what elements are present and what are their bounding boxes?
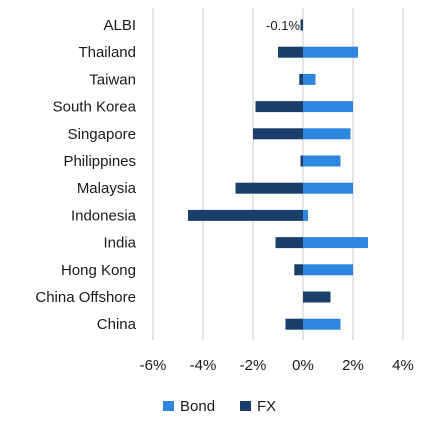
- bar-fx-singapore: [253, 128, 303, 140]
- bar-bond-china: [303, 318, 341, 330]
- bar-fx-china-offshore: [303, 291, 331, 303]
- category-label-china: China: [97, 316, 137, 333]
- bar-bond-malaysia: [303, 182, 353, 194]
- bar-bond-india: [303, 237, 368, 249]
- legend-label-bond: Bond: [180, 398, 215, 415]
- category-label-indonesia: Indonesia: [71, 207, 137, 224]
- bar-fx-india: [275, 237, 303, 249]
- bar-fx-thailand: [278, 46, 303, 58]
- x-tick-label-0: 0%: [292, 357, 314, 374]
- x-tick-label-2: 2%: [342, 357, 364, 374]
- category-label-hong-kong: Hong Kong: [61, 262, 136, 279]
- category-label-malaysia: Malaysia: [77, 180, 137, 197]
- bar-bond-taiwan: [303, 73, 316, 85]
- category-label-taiwan: Taiwan: [89, 71, 136, 88]
- bar-fx-indonesia: [188, 209, 303, 221]
- x-tick-label-2: -2%: [240, 357, 267, 374]
- category-label-thailand: Thailand: [78, 44, 136, 61]
- bar-fx-hong-kong: [294, 264, 303, 276]
- annotation-albi: -0.1%: [266, 18, 300, 33]
- legend-swatch-fx: [240, 401, 251, 411]
- legend-label-fx: FX: [257, 398, 276, 415]
- category-label-china-offshore: China Offshore: [35, 289, 136, 306]
- x-tick-label-6: -6%: [140, 357, 167, 374]
- bar-fx-china: [285, 318, 303, 330]
- annotations: -0.1%: [266, 18, 300, 33]
- x-tick-label-4: -4%: [190, 357, 217, 374]
- bar-bond-south-korea: [303, 101, 353, 113]
- bar-bond-thailand: [303, 46, 358, 58]
- bar-bond-philippines: [303, 155, 341, 167]
- category-label-south-korea: South Korea: [53, 99, 137, 116]
- grid-lines: [152, 8, 404, 340]
- bar-fx-philippines: [300, 155, 303, 167]
- bar-bond-indonesia: [303, 209, 308, 221]
- category-label-india: India: [103, 235, 136, 252]
- category-label-albi: ALBI: [103, 17, 136, 34]
- bar-fx-malaysia: [235, 182, 303, 194]
- bar-bond-hong-kong: [303, 264, 353, 276]
- legend: Bond FX: [163, 398, 276, 415]
- bar-bond-singapore: [303, 128, 351, 140]
- bars: [188, 19, 368, 330]
- legend-swatch-bond: [163, 401, 174, 411]
- x-tick-label-4: 4%: [392, 357, 414, 374]
- bar-fx-taiwan: [299, 73, 303, 85]
- x-tick-labels: -6% -4% -2% 0% 2% 4%: [140, 357, 414, 374]
- category-labels: ALBI Thailand Taiwan South Korea Singapore Ph…: [35, 17, 136, 333]
- category-label-singapore: Singapore: [68, 126, 136, 143]
- bar-fx-albi: [300, 19, 303, 31]
- bar-fx-south-korea: [255, 101, 303, 113]
- category-label-philippines: Philippines: [63, 153, 136, 170]
